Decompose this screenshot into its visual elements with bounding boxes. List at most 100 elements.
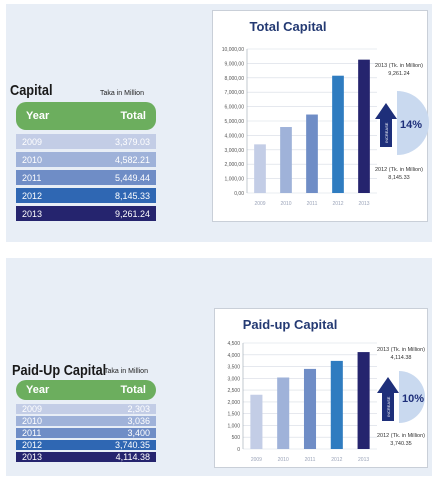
paidup-table-title: Paid-Up Capital xyxy=(12,362,107,379)
arrow-up-icon xyxy=(377,377,399,421)
y-tick-label: 10,000,00 xyxy=(222,47,244,53)
capital-panel: Capital Taka in Million Year Total 2009 3… xyxy=(6,4,432,242)
row-total: 5,449.44 xyxy=(114,172,150,183)
table-row: 2011 3,400 xyxy=(16,428,156,438)
paidup-table-header: Year Total xyxy=(16,380,156,400)
row-total: 3,036 xyxy=(127,416,150,426)
growth-bottom-label: 2012 (Tk. in Million) xyxy=(375,167,423,173)
chart-title: Total Capital xyxy=(249,19,327,34)
row-total: 2,303 xyxy=(127,404,150,414)
y-tick-label: 7,000,00 xyxy=(225,90,245,96)
bar-2013 xyxy=(357,352,370,449)
y-tick-label: 8,000,00 xyxy=(225,76,245,82)
y-tick-label: 1,500 xyxy=(227,412,240,418)
y-tick-label: 2,500 xyxy=(227,388,240,394)
growth-top-label: 2013 (Tk. in Million) xyxy=(375,63,423,69)
growth-bottom-value: 8,145.33 xyxy=(388,175,409,181)
x-tick-label: 2013 xyxy=(358,457,369,463)
paidup-panel: Paid-Up Capital Taka in Million Year Tot… xyxy=(6,258,432,476)
growth-top-value: 4,114.38 xyxy=(390,355,411,361)
x-tick-label: 2012 xyxy=(331,457,342,463)
y-tick-label: 3,000,00 xyxy=(225,148,245,154)
row-total: 3,400 xyxy=(127,428,150,438)
total-capital-chart-card: Total Capital 0,00 1,000,00 2,000,00 3,000,… xyxy=(212,10,429,222)
y-tick-label: 1,000 xyxy=(227,423,240,429)
row-year: 2010 xyxy=(22,416,43,426)
row-total: 3,740.35 xyxy=(114,440,150,450)
table-row: 2010 3,036 xyxy=(16,416,156,426)
x-tick-label: 2011 xyxy=(305,457,316,463)
row-year: 2013 xyxy=(22,208,43,219)
row-year: 2012 xyxy=(22,440,43,450)
capital-total-header: Total xyxy=(120,110,146,122)
growth-bottom-label: 2012 (Tk. in Million) xyxy=(377,433,425,439)
y-tick-label: 0,00 xyxy=(234,191,244,197)
row-year: 2009 xyxy=(22,404,43,414)
chart-title: Paid-up Capital xyxy=(242,317,338,332)
paidup-total-header: Total xyxy=(120,384,146,396)
growth-percent: 10% xyxy=(402,393,424,405)
y-tick-label: 500 xyxy=(232,435,241,441)
x-tick-label: 2010 xyxy=(278,457,289,463)
row-year: 2013 xyxy=(22,452,43,462)
y-tick-label: 4,000 xyxy=(227,353,240,359)
y-tick-label: 6,000,00 xyxy=(225,105,245,111)
capital-unit-label: Taka in Million xyxy=(100,90,144,97)
increase-badge: INCREASE xyxy=(386,396,391,417)
table-row: 2009 2,303 xyxy=(16,404,156,414)
y-tick-label: 2,000 xyxy=(227,400,240,406)
row-year: 2009 xyxy=(22,136,43,147)
y-tick-label: 5,000,00 xyxy=(225,119,245,125)
bar-2009 xyxy=(250,394,263,449)
row-total: 3,379.03 xyxy=(114,136,150,147)
table-row: 2009 3,379.03 xyxy=(16,134,156,149)
bar-2011 xyxy=(306,114,318,193)
bar-2012 xyxy=(330,360,343,449)
row-total: 4,114.38 xyxy=(115,452,150,462)
paidup-unit-label: Taka in Million xyxy=(104,368,148,375)
growth-top-value: 9,261.24 xyxy=(388,71,409,77)
bar-2011 xyxy=(303,368,317,449)
x-tick-label: 2009 xyxy=(254,201,265,207)
increase-badge: INCREASE xyxy=(384,122,389,143)
bar-2013 xyxy=(358,59,370,193)
capital-year-header: Year xyxy=(26,110,50,122)
row-total: 8,145.33 xyxy=(114,190,150,201)
table-row: 2013 4,114.38 xyxy=(16,452,156,462)
x-tick-label: 2009 xyxy=(251,457,262,463)
x-tick-label: 2011 xyxy=(307,201,318,207)
y-tick-label: 9,000,00 xyxy=(225,61,245,67)
table-row: 2012 3,740.35 xyxy=(16,440,156,450)
row-year: 2011 xyxy=(22,172,42,183)
y-tick-label: 1,000,00 xyxy=(225,177,245,183)
y-tick-label: 0 xyxy=(237,447,240,453)
capital-table-header: Year Total xyxy=(16,102,156,130)
bar-2009 xyxy=(254,144,266,193)
table-row: 2012 8,145.33 xyxy=(16,188,156,203)
total-capital-chart: 0,00 1,000,00 2,000,00 3,000,00 4,000,00 5,00… xyxy=(222,47,429,207)
y-tick-label: 2,000,00 xyxy=(225,162,245,168)
growth-top-label: 2013 (Tk. in Million) xyxy=(377,347,425,353)
growth-circle xyxy=(399,371,425,423)
row-year: 2010 xyxy=(22,154,43,165)
table-row: 2011 5,449.44 xyxy=(16,170,156,185)
table-row: 2013 9,261.24 xyxy=(16,206,156,221)
growth-bottom-value: 3,740.35 xyxy=(390,441,411,447)
row-year: 2011 xyxy=(22,428,42,438)
y-tick-label: 3,000 xyxy=(227,376,240,382)
capital-table-title: Capital xyxy=(10,82,53,99)
row-total: 4,582.21 xyxy=(114,154,150,165)
bar-2010 xyxy=(280,127,292,193)
row-total: 9,261.24 xyxy=(114,208,150,219)
table-row: 2010 4,582.21 xyxy=(16,152,156,167)
bar-2010 xyxy=(277,377,290,449)
x-tick-label: 2013 xyxy=(358,201,369,207)
x-tick-label: 2010 xyxy=(280,201,291,207)
y-tick-label: 3,500 xyxy=(227,365,240,371)
x-tick-label: 2012 xyxy=(332,201,343,207)
row-year: 2012 xyxy=(22,190,43,201)
paidup-year-header: Year xyxy=(26,384,50,396)
growth-circle xyxy=(397,91,429,155)
y-tick-label: 4,000,00 xyxy=(225,133,245,139)
paidup-capital-chart: 0 500 1,000 1,500 2,000 2,500 3,000 3,500 4,000 4… xyxy=(227,341,425,463)
